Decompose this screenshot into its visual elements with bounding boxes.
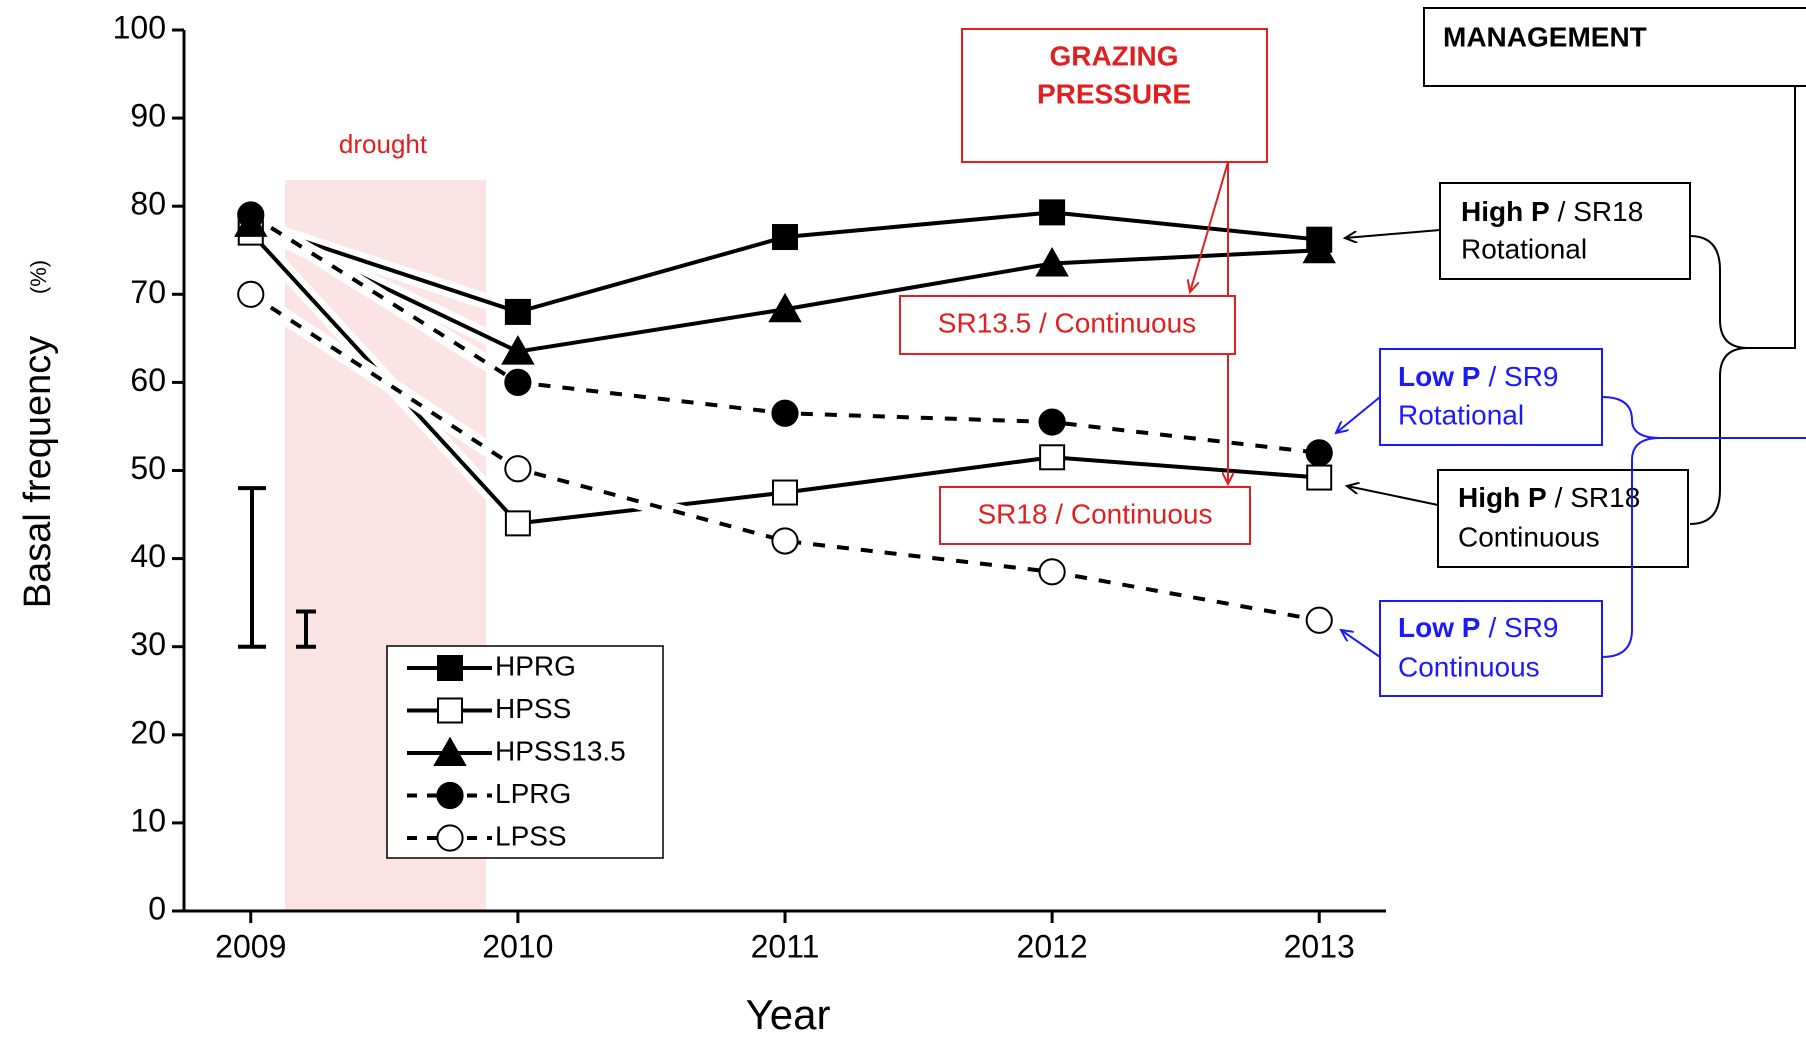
marker bbox=[436, 824, 464, 852]
legend: HPRG HPSS HPSS13.5 LPRG LPSS bbox=[386, 645, 664, 859]
marker bbox=[772, 479, 798, 506]
plot-area: 0 10 20 30 40 50 60 70 80 90 100 2009 2010 2011 2012 20… bbox=[113, 9, 1386, 964]
arrow bbox=[1190, 161, 1229, 292]
y-axis-title: Basal frequency bbox=[17, 336, 59, 609]
low-p-rot-label: Rotational bbox=[1398, 399, 1524, 430]
legend-label: LPRG bbox=[495, 778, 571, 809]
x-tick-label: 2012 bbox=[1017, 928, 1088, 964]
legend-label: HPRG bbox=[495, 650, 576, 681]
grazing-label: GRAZING bbox=[1049, 40, 1178, 71]
marker bbox=[771, 399, 799, 427]
sr135-label: SR13.5 / Continuous bbox=[938, 307, 1196, 338]
management-box bbox=[1423, 7, 1806, 87]
marker bbox=[1039, 444, 1066, 471]
y-tick-label: 20 bbox=[130, 714, 166, 750]
sr18-box bbox=[939, 486, 1251, 545]
x-tick-label: 2009 bbox=[215, 928, 286, 964]
marker bbox=[1035, 247, 1069, 277]
error-bar bbox=[238, 486, 266, 649]
grazing-label: PRESSURE bbox=[1037, 78, 1191, 109]
legend-label: LPSS bbox=[495, 820, 567, 851]
low-p-cont-label: Low P / SR9 bbox=[1398, 612, 1558, 643]
x-tick-label: 2011 bbox=[751, 928, 820, 964]
y-tick-label: 10 bbox=[130, 802, 166, 838]
brace bbox=[1601, 396, 1661, 658]
low-p-cont-box bbox=[1379, 600, 1603, 697]
y-axis-title-group: Basal frequency (%) bbox=[17, 260, 59, 608]
low-p-rot-box bbox=[1379, 348, 1603, 446]
arrow bbox=[1345, 229, 1441, 238]
y-tick-label: 70 bbox=[130, 274, 166, 310]
y-tick-label: 0 bbox=[148, 890, 166, 926]
annotations: GRAZING PRESSURE MANAGEMENT SR13.5 / Con… bbox=[899, 7, 1806, 697]
high-p-cont-box bbox=[1437, 469, 1689, 568]
y-tick-label: 30 bbox=[130, 626, 166, 662]
marker bbox=[501, 335, 535, 365]
marker bbox=[437, 697, 463, 724]
low-p-cont-label: Continuous bbox=[1398, 651, 1540, 682]
y-tick-label: 100 bbox=[113, 9, 166, 45]
marker bbox=[1038, 558, 1066, 586]
high-p-rot-label: Rotational bbox=[1461, 233, 1587, 264]
y-axis-unit: (%) bbox=[26, 260, 51, 294]
marker bbox=[1038, 408, 1066, 436]
marker bbox=[772, 224, 798, 251]
low-p-rot-label: Low P / SR9 bbox=[1398, 361, 1558, 392]
marker bbox=[771, 527, 799, 555]
marker bbox=[1305, 606, 1333, 634]
y-tick-label: 40 bbox=[130, 538, 166, 574]
error-bar bbox=[296, 609, 316, 649]
marker bbox=[1302, 233, 1336, 264]
marker bbox=[1306, 464, 1333, 491]
legend-label: HPSS13.5 bbox=[495, 735, 626, 766]
grazing-box bbox=[961, 28, 1268, 163]
brace bbox=[1689, 235, 1749, 525]
marker bbox=[237, 280, 265, 308]
high-p-cont-label: Continuous bbox=[1458, 521, 1600, 552]
arrow bbox=[1347, 486, 1439, 506]
sr18-label: SR18 / Continuous bbox=[977, 498, 1212, 529]
marker bbox=[504, 455, 532, 483]
marker bbox=[237, 201, 265, 229]
y-tick-label: 80 bbox=[130, 186, 166, 222]
connector bbox=[1748, 86, 1796, 349]
high-p-rot-label: High P / SR18 bbox=[1461, 196, 1643, 227]
y-tick-label: 60 bbox=[130, 362, 166, 398]
marker bbox=[437, 655, 463, 681]
marker bbox=[504, 510, 531, 537]
marker bbox=[433, 736, 467, 766]
marker bbox=[504, 298, 531, 325]
drought-label: drought bbox=[339, 129, 428, 159]
marker bbox=[504, 368, 532, 396]
marker bbox=[768, 292, 802, 323]
x-tick-label: 2010 bbox=[482, 928, 553, 964]
arrow bbox=[1336, 396, 1381, 433]
management-label: MANAGEMENT bbox=[1443, 21, 1647, 52]
sr135-box bbox=[899, 295, 1236, 355]
marker bbox=[436, 781, 464, 810]
arrow bbox=[1341, 630, 1381, 658]
legend-label: HPSS bbox=[495, 693, 571, 724]
y-tick-label: 90 bbox=[130, 98, 166, 134]
marker bbox=[1305, 439, 1333, 467]
y-tick-label: 50 bbox=[130, 450, 166, 486]
x-axis-title: Year bbox=[746, 991, 831, 1038]
x-tick-label: 2013 bbox=[1284, 928, 1355, 964]
marker bbox=[1039, 199, 1066, 226]
high-p-cont-label: High P / SR18 bbox=[1458, 482, 1640, 513]
